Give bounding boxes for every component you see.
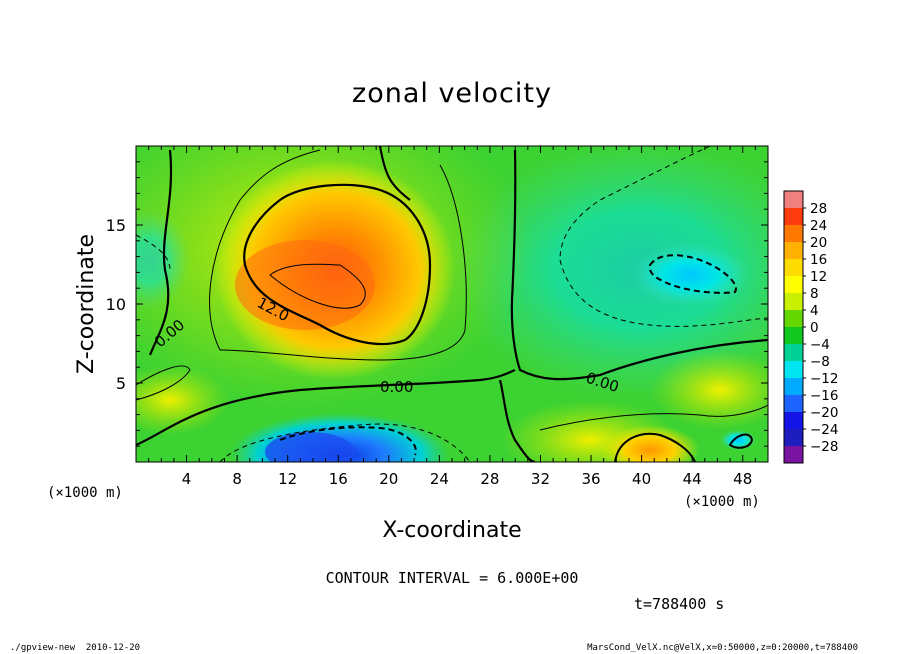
colorbar-swatch [784, 395, 803, 413]
colorbar-label: 16 [810, 252, 827, 268]
colorbar-label: −20 [810, 405, 839, 421]
colorbar-label: 28 [810, 201, 827, 217]
colorbar-swatch [784, 310, 803, 328]
colorbar-label: −4 [810, 337, 830, 353]
colorbar-label: −16 [810, 388, 839, 404]
x-tick-label: 32 [531, 470, 550, 488]
x-unit-label-left: (×1000 m) [47, 485, 123, 501]
colorbar-swatch [784, 344, 803, 362]
colorbar-label: 0 [810, 320, 819, 336]
colorbar-label: −8 [810, 354, 830, 370]
x-unit-label-right: (×1000 m) [684, 494, 760, 510]
colorbar-label: 24 [810, 218, 827, 234]
x-tick-label: 4 [182, 470, 192, 488]
heatmap-field: 0.00 12.0 0.00 0.00 [136, 146, 768, 462]
colorbar-swatch [784, 225, 803, 243]
colorbar-label: 8 [810, 286, 819, 302]
colorbar-swatch [784, 446, 803, 464]
colorbar-swatch [784, 259, 803, 277]
x-axis-title: X-coordinate [382, 518, 521, 543]
x-tick-label: 24 [430, 470, 449, 488]
x-tick-label: 8 [232, 470, 242, 488]
colorbar-swatch [784, 293, 803, 311]
x-tick-label: 16 [329, 470, 348, 488]
colorbar-label: −12 [810, 371, 839, 387]
x-tick-label: 40 [632, 470, 651, 488]
y-tick-label: 5 [116, 374, 126, 393]
footer-right: MarsCond_VelX.nc@VelX,x=0:50000,z=0:2000… [587, 643, 858, 653]
chart-title: zonal velocity [352, 78, 552, 109]
x-tick-label: 12 [278, 470, 297, 488]
footer-left: ./gpview-new 2010-12-20 [10, 643, 140, 653]
colorbar-label: 4 [810, 303, 819, 319]
y-axis-title: Z-coordinate [74, 234, 99, 374]
colorbar-label: −28 [810, 439, 839, 455]
x-axis: 4 8 12 16 20 24 28 32 36 40 44 48 [148, 146, 756, 488]
colorbar-swatch [784, 378, 803, 396]
colorbar-label: 12 [810, 269, 827, 285]
colorbar-swatch [784, 191, 803, 209]
x-tick-label: 20 [379, 470, 398, 488]
y-tick-label: 10 [106, 295, 126, 314]
colorbar-label: −24 [810, 422, 839, 438]
y-tick-label: 15 [106, 216, 126, 235]
contour-interval-text: CONTOUR INTERVAL = 6.000E+00 [326, 569, 579, 587]
time-label: t=788400 s [634, 595, 724, 613]
y-axis: 5 10 15 [106, 161, 768, 447]
x-tick-label: 36 [581, 470, 600, 488]
colorbar-swatch [784, 361, 803, 379]
colorbar-label: 20 [810, 235, 827, 251]
x-tick-label: 48 [733, 470, 752, 488]
colorbar-swatch [784, 429, 803, 447]
colorbar-swatch [784, 208, 803, 226]
colorbar-swatch [784, 327, 803, 345]
x-tick-label: 44 [683, 470, 702, 488]
x-tick-label: 28 [480, 470, 499, 488]
contour-label: 0.00 [380, 378, 413, 396]
colorbar-swatch [784, 412, 803, 430]
colorbar-swatch [784, 242, 803, 260]
colorbar-swatch [784, 276, 803, 294]
